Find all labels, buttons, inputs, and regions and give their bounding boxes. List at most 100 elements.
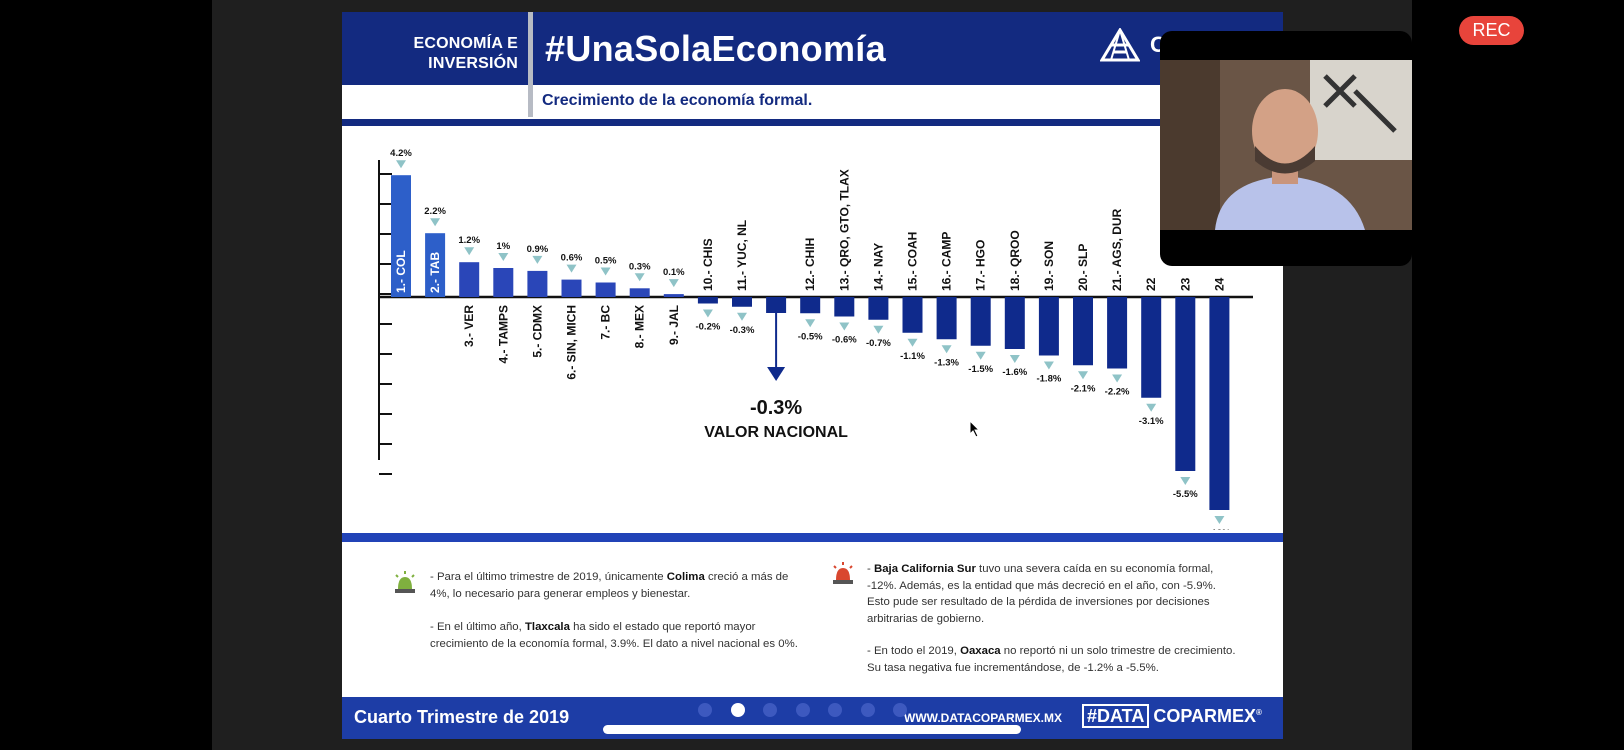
section-label: ECONOMÍA E INVERSIÓN bbox=[342, 34, 518, 74]
chart-bar bbox=[1209, 297, 1230, 510]
chart-bar bbox=[1141, 297, 1162, 398]
pagination-dot[interactable] bbox=[698, 703, 712, 717]
chart-bar bbox=[1004, 297, 1025, 349]
category-label: 22 bbox=[1144, 277, 1158, 291]
chart-bar bbox=[800, 297, 821, 314]
chart-bar bbox=[868, 297, 889, 320]
value-arrow-icon bbox=[600, 267, 611, 276]
chart-bar bbox=[936, 297, 957, 340]
value-label: 0.1% bbox=[663, 267, 685, 278]
footer-brand-name: COPARMEX bbox=[1153, 706, 1257, 726]
value-label: 0.6% bbox=[561, 253, 583, 264]
value-arrow-icon bbox=[430, 218, 441, 227]
value-arrow-icon bbox=[396, 160, 406, 169]
chart-bar bbox=[834, 297, 855, 317]
value-label: -1.8% bbox=[1036, 374, 1061, 385]
category-label: 8.- MEX bbox=[633, 305, 647, 348]
value-arrow-icon bbox=[1180, 477, 1191, 485]
value-arrow-icon bbox=[907, 338, 918, 347]
header-rule bbox=[342, 119, 1283, 126]
value-arrow-icon bbox=[1214, 516, 1225, 524]
chart-bar bbox=[1038, 297, 1059, 356]
horizontal-scrollbar[interactable] bbox=[603, 725, 1021, 734]
category-label: 1.- COL bbox=[394, 250, 408, 293]
value-label: 0.5% bbox=[595, 256, 617, 267]
chart-bar bbox=[493, 268, 514, 297]
mouse-cursor-icon bbox=[969, 420, 981, 438]
category-label: 11.- YUC, NL bbox=[735, 220, 749, 291]
category-label: 13.- QRO, GTO, TLAX bbox=[837, 169, 851, 291]
note-oaxaca: - En todo el 2019, Oaxaca no reportó ni … bbox=[867, 645, 1236, 674]
value-arrow-icon bbox=[737, 312, 747, 321]
value-label: -12% bbox=[1208, 528, 1231, 530]
category-label: 15.- COAH bbox=[906, 232, 920, 291]
value-label: 0.9% bbox=[527, 244, 549, 255]
footer-url: WWW.DATACOPARMEX.MX bbox=[904, 711, 1062, 725]
category-label: 7.- BC bbox=[599, 305, 613, 340]
category-label: 9.- JAL bbox=[667, 305, 681, 345]
slide-title: #UnaSolaEconomía bbox=[545, 28, 886, 69]
pagination-dot[interactable] bbox=[828, 703, 842, 717]
category-label: 21.- AGS, DUR bbox=[1110, 208, 1124, 291]
value-label: -1.3% bbox=[934, 357, 959, 368]
note-baja-california-sur: - Baja California Sur tuvo una severa ca… bbox=[867, 563, 1216, 625]
footer-brand: #DATA COPARMEX® bbox=[1082, 704, 1262, 728]
coparmex-logo-icon bbox=[1100, 28, 1140, 62]
value-label: -5.5% bbox=[1173, 489, 1198, 500]
growth-bar-chart: 4.2% 1.- COL 2.2% 2.- TAB 1.2% 3.- VER 1% 4.- T… bbox=[378, 148, 1253, 530]
chart-bar bbox=[697, 297, 718, 304]
chart-divider bbox=[342, 533, 1283, 542]
pagination-dot[interactable] bbox=[893, 703, 907, 717]
chart-bar bbox=[902, 297, 923, 333]
value-label: -0.2% bbox=[695, 322, 720, 333]
category-label: 14.- NAY bbox=[871, 243, 885, 291]
national-bar bbox=[766, 297, 787, 313]
national-value-label: -0.3% bbox=[750, 397, 802, 419]
value-label: -1.1% bbox=[900, 351, 925, 362]
webcam-feed bbox=[1160, 60, 1412, 230]
category-label: 18.- QROO bbox=[1008, 230, 1022, 291]
category-label: 24 bbox=[1212, 277, 1226, 291]
pagination-dot[interactable] bbox=[860, 703, 875, 717]
national-caption: VALOR NACIONAL bbox=[704, 424, 848, 441]
note-tlaxcala: - En el último año, Tlaxcala ha sido el … bbox=[430, 621, 798, 650]
pagination-dot[interactable] bbox=[730, 703, 745, 717]
chart-bar bbox=[629, 288, 650, 297]
value-arrow-icon bbox=[1112, 374, 1123, 383]
value-label: 2.2% bbox=[424, 206, 446, 217]
value-label: 1% bbox=[496, 241, 510, 252]
slide-subtitle: Crecimiento de la economía formal. bbox=[542, 92, 813, 109]
header-separator bbox=[528, 12, 533, 117]
category-label: 10.- CHIS bbox=[701, 238, 715, 291]
section-label-line1: ECONOMÍA E bbox=[413, 35, 518, 52]
category-label: 16.- CAMP bbox=[940, 232, 954, 291]
webcam-overlay[interactable] bbox=[1160, 31, 1412, 266]
category-label: 5.- CDMX bbox=[530, 305, 544, 358]
value-label: -3.1% bbox=[1139, 416, 1164, 427]
value-arrow-icon bbox=[498, 253, 509, 261]
footer-brand-hash: #DATA bbox=[1082, 704, 1150, 728]
value-label: -1.6% bbox=[1002, 367, 1027, 378]
value-arrow-icon bbox=[1043, 361, 1054, 370]
value-arrow-icon bbox=[1009, 355, 1020, 363]
chart-bar bbox=[595, 282, 616, 297]
category-label: 20.- SLP bbox=[1076, 244, 1090, 291]
chart-bar bbox=[459, 262, 480, 297]
value-label: 1.2% bbox=[458, 235, 480, 246]
value-arrow-icon bbox=[941, 345, 952, 354]
category-label: 23 bbox=[1178, 277, 1192, 291]
chart-bar bbox=[732, 297, 752, 307]
chart-bar bbox=[1073, 297, 1093, 366]
category-label: 12.- CHIH bbox=[803, 238, 817, 291]
category-label: 6.- SIN, MICH bbox=[565, 305, 579, 380]
chart-bar bbox=[1107, 297, 1128, 369]
chart-bar bbox=[391, 175, 411, 297]
chart-bar bbox=[561, 279, 582, 297]
value-arrow-icon bbox=[464, 247, 475, 256]
chart-bar bbox=[1175, 297, 1196, 471]
value-arrow-icon bbox=[702, 309, 713, 318]
pagination-dot[interactable] bbox=[763, 703, 777, 717]
value-label: 4.2% bbox=[390, 148, 412, 159]
value-label: -0.3% bbox=[730, 325, 755, 336]
pagination-dot[interactable] bbox=[795, 703, 810, 717]
